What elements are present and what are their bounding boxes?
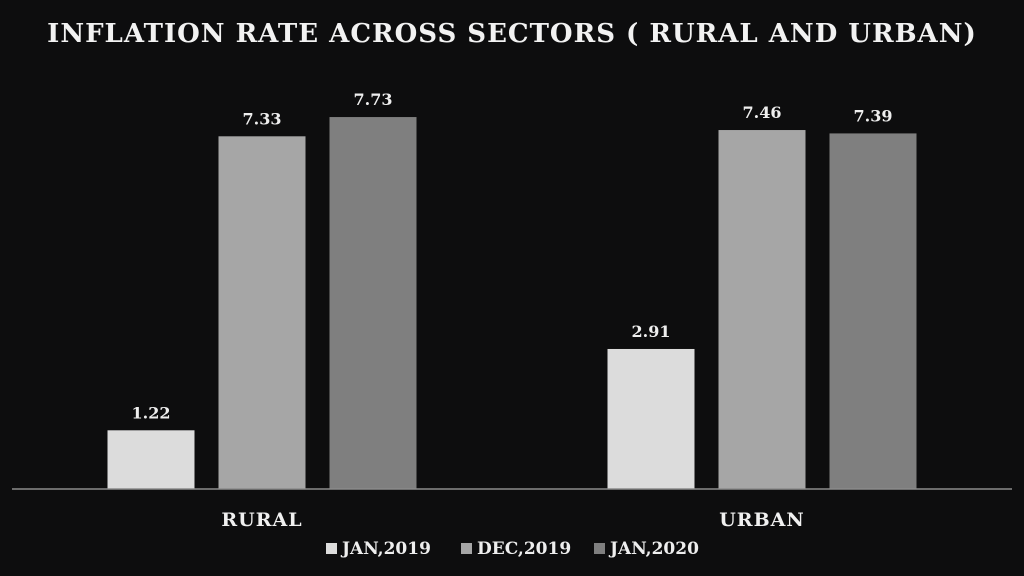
bar-rural-jan-2019 — [107, 430, 195, 489]
legend-label: JAN,2020 — [608, 539, 699, 559]
category-label-rural: RURAL — [221, 509, 302, 531]
data-label: 7.33 — [243, 109, 282, 128]
legend-swatch — [326, 543, 337, 554]
data-label: 7.46 — [743, 103, 782, 122]
legend: JAN,2019 DEC,2019 JAN,2020 — [326, 539, 699, 559]
data-label: 7.39 — [854, 106, 893, 125]
legend-label: DEC,2019 — [477, 539, 571, 559]
legend-swatch — [594, 543, 605, 554]
bar-urban-jan-2019 — [607, 348, 695, 489]
category-label-urban: URBAN — [719, 509, 805, 531]
bar-urban-jan-2020 — [829, 133, 917, 489]
bar-urban-dec-2019 — [718, 130, 806, 489]
bar-rural-dec-2019 — [218, 136, 306, 489]
legend-label: JAN,2019 — [340, 539, 431, 559]
bars-layer — [107, 117, 917, 489]
data-labels-layer: 1.22 7.33 7.73 2.91 7.46 7.39 — [132, 90, 893, 422]
data-label: 7.73 — [354, 90, 393, 109]
data-label: 1.22 — [132, 403, 171, 422]
bar-rural-jan-2020 — [329, 117, 417, 489]
category-labels-layer: RURAL URBAN — [221, 509, 805, 531]
legend-swatch — [461, 543, 472, 554]
chart-title: INFLATION RATE ACROSS SECTORS ( RURAL AN… — [47, 19, 977, 49]
data-label: 2.91 — [632, 322, 671, 341]
